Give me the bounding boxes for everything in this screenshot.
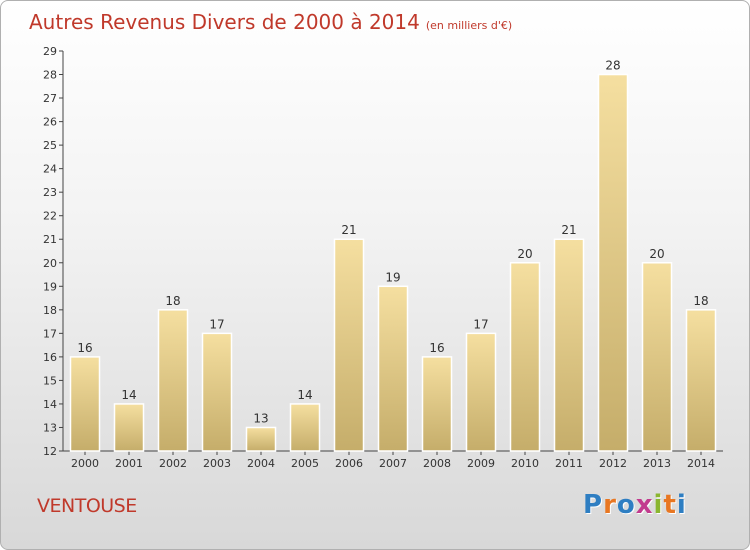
proxiti-logo[interactable]: Proxiti (583, 490, 687, 520)
y-tick-label: 19 (43, 280, 57, 293)
chart-title: Autres Revenus Divers de 2000 à 2014 (en … (29, 10, 512, 34)
bar-value-label: 14 (297, 388, 312, 402)
x-tick-label: 2012 (599, 457, 627, 470)
y-tick-label: 21 (43, 233, 57, 246)
y-tick-label: 22 (43, 210, 57, 223)
x-tick-label: 2011 (555, 457, 583, 470)
y-tick-label: 23 (43, 186, 57, 199)
bar-value-label: 20 (649, 247, 664, 261)
chart-title-main: Autres Revenus Divers de 2000 à 2014 (29, 10, 420, 34)
bar-value-label: 21 (561, 223, 576, 237)
x-tick-label: 2009 (467, 457, 495, 470)
logo-letter: o (616, 490, 636, 520)
logo-letter: r (603, 490, 617, 520)
bar (289, 403, 321, 452)
bar (553, 238, 585, 452)
logo-letter: t (663, 490, 677, 520)
bar (421, 356, 453, 452)
bar-value-label: 28 (605, 59, 620, 73)
y-tick-label: 14 (43, 398, 57, 411)
bar-value-label: 18 (165, 294, 180, 308)
logo-letter: P (583, 490, 604, 520)
y-tick-label: 25 (43, 139, 57, 152)
bar (465, 332, 497, 452)
bar (641, 262, 673, 452)
x-tick-label: 2000 (71, 457, 99, 470)
y-tick-label: 20 (43, 257, 57, 270)
bar-value-label: 20 (517, 247, 532, 261)
bar-value-label: 21 (341, 223, 356, 237)
bar-value-label: 17 (473, 317, 488, 331)
bar (597, 73, 629, 452)
x-tick-label: 2002 (159, 457, 187, 470)
bar (201, 332, 233, 452)
bar-value-label: 18 (693, 294, 708, 308)
bar (157, 309, 189, 452)
x-tick-label: 2005 (291, 457, 319, 470)
x-tick-label: 2008 (423, 457, 451, 470)
logo-letter: x (635, 490, 654, 520)
bar (113, 403, 145, 452)
bar-value-label: 17 (209, 317, 224, 331)
bar-value-label: 16 (77, 341, 92, 355)
y-axis: 12 13 14 15 16 17 18 19 20 21 22 23 24 25 26 27 28 29 (43, 45, 64, 458)
y-tick-label: 13 (43, 421, 57, 434)
x-tick-label: 2007 (379, 457, 407, 470)
x-tick-label: 2013 (643, 457, 671, 470)
y-tick-label: 29 (43, 45, 57, 58)
chart-title-unit: (en milliers d'€) (425, 19, 513, 32)
x-tick-label: 2006 (335, 457, 363, 470)
y-tick-label: 24 (43, 163, 57, 176)
y-tick-label: 27 (43, 92, 57, 105)
x-tick-label: 2014 (687, 457, 715, 470)
bar (509, 262, 541, 452)
bar-value-label: 14 (121, 388, 136, 402)
y-tick-label: 17 (43, 327, 57, 340)
bar (245, 426, 277, 452)
bar-value-label: 16 (429, 341, 444, 355)
y-tick-label: 26 (43, 116, 57, 129)
bars: 16 14 18 17 13 14 21 19 16 17 20 21 28 20 18 (69, 59, 717, 452)
logo-letter: i (676, 490, 687, 520)
y-tick-label: 16 (43, 351, 57, 364)
x-tick-label: 2003 (203, 457, 231, 470)
commune-name: VENTOUSE (37, 495, 137, 517)
x-tick-label: 2001 (115, 457, 143, 470)
x-tick-label: 2004 (247, 457, 275, 470)
bar (377, 285, 409, 452)
bar (69, 356, 101, 452)
x-tick-label: 2010 (511, 457, 539, 470)
y-tick-label: 28 (43, 69, 57, 82)
bar-value-label: 19 (385, 270, 400, 284)
y-tick-label: 15 (43, 374, 57, 387)
bar (333, 238, 365, 452)
y-tick-label: 12 (43, 445, 57, 458)
bar-value-label: 13 (253, 411, 268, 425)
x-axis: 2000 2001 2002 2003 2004 2005 2006 2007 2008 2009… (63, 450, 723, 470)
logo-letter: i (653, 490, 664, 520)
y-tick-label: 18 (43, 304, 57, 317)
bar (685, 309, 717, 452)
